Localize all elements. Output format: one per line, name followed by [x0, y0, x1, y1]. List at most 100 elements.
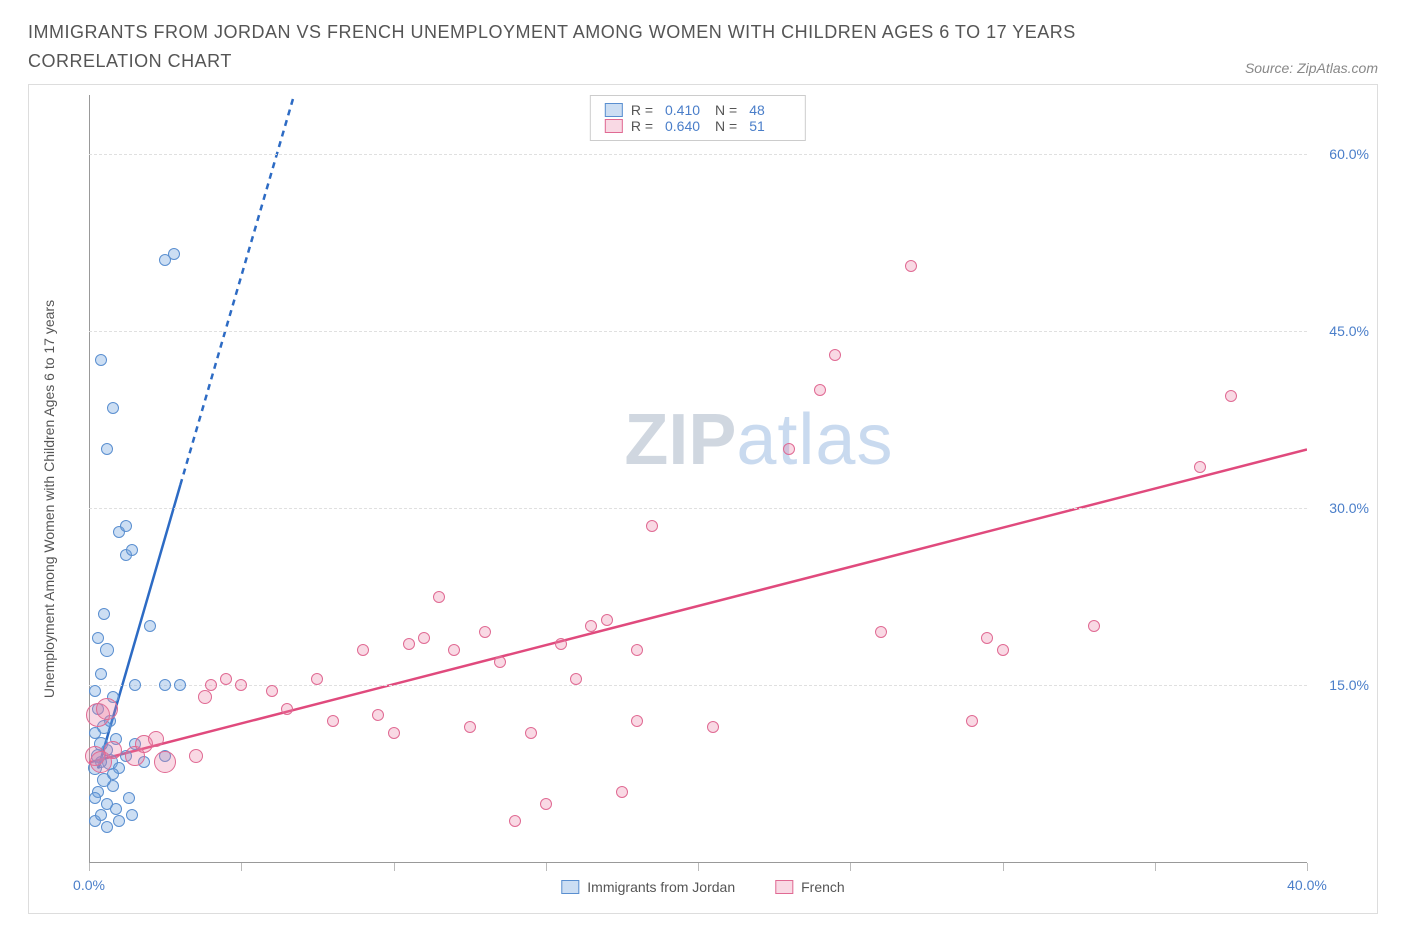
- legend-item-blue: Immigrants from Jordan: [561, 879, 735, 895]
- x-tick: [394, 863, 395, 871]
- data-point-pink: [585, 620, 597, 632]
- data-point-pink: [570, 673, 582, 685]
- data-point-pink: [631, 715, 643, 727]
- swatch-blue: [605, 103, 623, 117]
- x-tick: [850, 863, 851, 871]
- data-point-pink: [601, 614, 613, 626]
- data-point-pink: [875, 626, 887, 638]
- y-axis-label: Unemployment Among Women with Children A…: [41, 300, 57, 698]
- data-point-pink: [1194, 461, 1206, 473]
- swatch-pink: [605, 119, 623, 133]
- data-point-blue: [95, 354, 107, 366]
- y-tick-label: 30.0%: [1329, 500, 1369, 516]
- data-point-pink: [205, 679, 217, 691]
- data-point-blue: [144, 620, 156, 632]
- data-point-pink: [388, 727, 400, 739]
- data-point-pink: [96, 698, 118, 720]
- legend-r-label: R =: [631, 118, 653, 134]
- data-point-pink: [707, 721, 719, 733]
- data-point-blue: [100, 643, 114, 657]
- legend-row-blue: R = 0.410 N = 48: [605, 102, 791, 118]
- x-tick-label: 40.0%: [1287, 877, 1327, 893]
- data-point-pink: [829, 349, 841, 361]
- data-point-blue: [110, 803, 122, 815]
- data-point-pink: [403, 638, 415, 650]
- legend-r-label: R =: [631, 102, 653, 118]
- data-point-blue: [113, 815, 125, 827]
- data-point-pink: [448, 644, 460, 656]
- data-point-pink: [418, 632, 430, 644]
- legend-item-pink: French: [775, 879, 845, 895]
- data-point-pink: [198, 690, 212, 704]
- x-tick: [89, 863, 90, 871]
- data-point-pink: [494, 656, 506, 668]
- gridline: [89, 154, 1307, 155]
- legend-r-value: 0.410: [665, 102, 707, 118]
- data-point-blue: [89, 685, 101, 697]
- legend-n-value: 51: [749, 118, 791, 134]
- data-point-pink: [327, 715, 339, 727]
- x-tick: [1003, 863, 1004, 871]
- data-point-pink: [966, 715, 978, 727]
- data-point-pink: [189, 749, 203, 763]
- data-point-blue: [107, 402, 119, 414]
- data-point-blue: [159, 679, 171, 691]
- data-point-blue: [107, 768, 119, 780]
- data-point-pink: [1225, 390, 1237, 402]
- data-point-pink: [220, 673, 232, 685]
- data-point-pink: [509, 815, 521, 827]
- data-point-blue: [129, 679, 141, 691]
- x-tick: [1155, 863, 1156, 871]
- x-tick: [546, 863, 547, 871]
- legend-series-name: Immigrants from Jordan: [587, 879, 735, 895]
- data-point-pink: [616, 786, 628, 798]
- gridline: [89, 508, 1307, 509]
- data-point-blue: [126, 544, 138, 556]
- y-tick-label: 45.0%: [1329, 323, 1369, 339]
- swatch-blue: [561, 880, 579, 894]
- data-point-pink: [555, 638, 567, 650]
- data-point-pink: [646, 520, 658, 532]
- data-point-pink: [783, 443, 795, 455]
- watermark: ZIPatlas: [624, 399, 893, 481]
- legend-n-label: N =: [715, 102, 737, 118]
- data-point-blue: [101, 821, 113, 833]
- data-point-blue: [95, 668, 107, 680]
- legend-n-value: 48: [749, 102, 791, 118]
- y-tick-label: 60.0%: [1329, 146, 1369, 162]
- data-point-pink: [104, 741, 122, 759]
- data-point-pink: [311, 673, 323, 685]
- data-point-pink: [540, 798, 552, 810]
- data-point-pink: [464, 721, 476, 733]
- trend-lines: [89, 95, 1307, 863]
- data-point-pink: [631, 644, 643, 656]
- data-point-blue: [89, 792, 101, 804]
- x-tick: [698, 863, 699, 871]
- data-point-pink: [372, 709, 384, 721]
- legend-r-value: 0.640: [665, 118, 707, 134]
- x-tick-label: 0.0%: [73, 877, 105, 893]
- data-point-pink: [905, 260, 917, 272]
- source-label: Source: ZipAtlas.com: [1245, 60, 1378, 76]
- data-point-pink: [281, 703, 293, 715]
- legend-row-pink: R = 0.640 N = 51: [605, 118, 791, 134]
- data-point-pink: [1088, 620, 1100, 632]
- data-point-pink: [525, 727, 537, 739]
- data-point-blue: [126, 809, 138, 821]
- data-point-blue: [95, 809, 107, 821]
- legend-n-label: N =: [715, 118, 737, 134]
- data-point-pink: [997, 644, 1009, 656]
- y-tick-label: 15.0%: [1329, 677, 1369, 693]
- data-point-pink: [148, 731, 164, 747]
- data-point-blue: [98, 608, 110, 620]
- data-point-pink: [357, 644, 369, 656]
- data-point-blue: [101, 443, 113, 455]
- data-point-pink: [154, 751, 176, 773]
- data-point-pink: [814, 384, 826, 396]
- x-tick: [1307, 863, 1308, 871]
- data-point-blue: [174, 679, 186, 691]
- swatch-pink: [775, 880, 793, 894]
- data-point-pink: [235, 679, 247, 691]
- plot-area: ZIPatlas R =0.410N =48R =0.640N =51 15.0…: [89, 95, 1307, 863]
- gridline: [89, 331, 1307, 332]
